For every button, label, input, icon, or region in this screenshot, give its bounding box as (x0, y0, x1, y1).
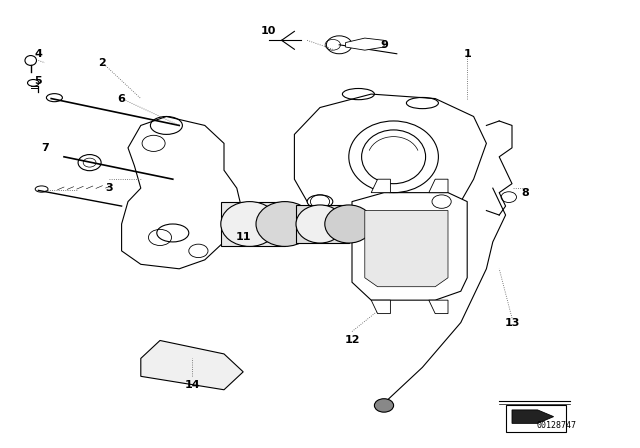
Polygon shape (122, 116, 243, 269)
Text: 11: 11 (236, 233, 251, 242)
Polygon shape (221, 202, 285, 246)
Polygon shape (371, 179, 390, 193)
Circle shape (374, 399, 394, 412)
Polygon shape (365, 211, 448, 287)
Text: 9: 9 (380, 40, 388, 50)
Ellipse shape (221, 202, 278, 246)
Text: 3: 3 (105, 183, 113, 193)
Polygon shape (294, 94, 486, 215)
Polygon shape (429, 179, 448, 193)
Polygon shape (141, 340, 243, 390)
Polygon shape (371, 300, 390, 314)
Text: 00128747: 00128747 (537, 421, 577, 430)
Text: 1: 1 (463, 49, 471, 59)
Text: 5: 5 (35, 76, 42, 86)
Ellipse shape (429, 195, 454, 208)
Text: 2: 2 (99, 58, 106, 68)
Ellipse shape (324, 205, 372, 243)
Text: 13: 13 (504, 318, 520, 327)
Text: 6: 6 (118, 94, 125, 103)
Ellipse shape (256, 202, 314, 246)
Text: 12: 12 (344, 336, 360, 345)
Polygon shape (429, 300, 448, 314)
Polygon shape (512, 410, 554, 423)
Polygon shape (352, 193, 467, 300)
Ellipse shape (307, 195, 333, 208)
Text: 14: 14 (184, 380, 200, 390)
FancyBboxPatch shape (506, 405, 566, 432)
Text: 7: 7 (41, 143, 49, 153)
Text: 8: 8 (521, 188, 529, 198)
Text: 10: 10 (261, 26, 276, 36)
Text: 4: 4 (35, 49, 42, 59)
Polygon shape (296, 205, 349, 243)
Ellipse shape (296, 205, 344, 243)
Polygon shape (346, 38, 384, 50)
